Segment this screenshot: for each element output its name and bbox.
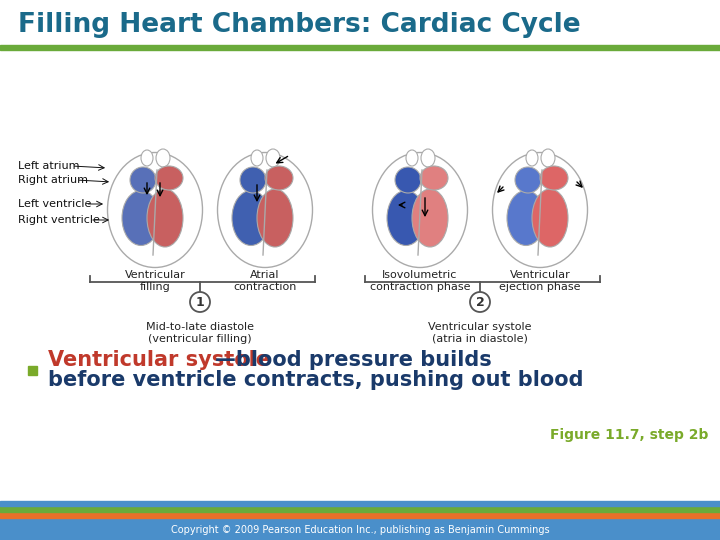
Bar (0, 501, 720, 506)
Ellipse shape (232, 191, 270, 246)
Text: Ventricular
filling: Ventricular filling (125, 270, 185, 292)
Ellipse shape (217, 152, 312, 267)
Text: Ventricular systole
(atria in diastole): Ventricular systole (atria in diastole) (428, 322, 532, 343)
Text: —blood pressure builds: —blood pressure builds (215, 350, 492, 370)
Ellipse shape (122, 191, 160, 246)
Ellipse shape (507, 191, 545, 246)
Ellipse shape (420, 166, 448, 190)
Text: Copyright © 2009 Pearson Education Inc., publishing as Benjamin Cummings: Copyright © 2009 Pearson Education Inc.,… (171, 525, 549, 535)
Bar (28, 366, 37, 375)
Ellipse shape (155, 166, 183, 190)
Ellipse shape (540, 166, 568, 190)
Bar (0, 0, 720, 45)
Circle shape (470, 292, 490, 312)
Text: 1: 1 (196, 295, 204, 308)
Text: Left ventricle: Left ventricle (18, 199, 91, 209)
Text: before ventricle contracts, pushing out blood: before ventricle contracts, pushing out … (48, 370, 583, 390)
Ellipse shape (541, 149, 555, 167)
Text: Left atrium: Left atrium (18, 161, 79, 171)
Text: Ventricular
ejection phase: Ventricular ejection phase (499, 270, 581, 292)
Ellipse shape (156, 149, 170, 167)
Bar (0, 518, 720, 540)
Ellipse shape (257, 189, 293, 247)
Text: 2: 2 (476, 295, 485, 308)
Ellipse shape (515, 167, 541, 193)
Ellipse shape (492, 152, 588, 267)
Ellipse shape (412, 189, 448, 247)
Text: Isovolumetric
contraction phase: Isovolumetric contraction phase (370, 270, 470, 292)
Ellipse shape (526, 150, 538, 166)
Ellipse shape (406, 150, 418, 166)
Ellipse shape (130, 167, 156, 193)
Text: Figure 11.7, step 2b: Figure 11.7, step 2b (549, 428, 708, 442)
Ellipse shape (395, 167, 421, 193)
Ellipse shape (421, 149, 435, 167)
Bar (0, 45, 720, 50)
Bar (0, 512, 720, 518)
Ellipse shape (240, 167, 266, 193)
Text: Right ventricle: Right ventricle (18, 215, 100, 225)
Ellipse shape (266, 149, 280, 167)
Ellipse shape (147, 189, 183, 247)
Text: Filling Heart Chambers: Cardiac Cycle: Filling Heart Chambers: Cardiac Cycle (18, 12, 580, 38)
Ellipse shape (107, 152, 202, 267)
Circle shape (190, 292, 210, 312)
Ellipse shape (372, 152, 467, 267)
Text: Atrial
contraction: Atrial contraction (233, 270, 297, 292)
Ellipse shape (265, 166, 293, 190)
Bar (0, 506, 720, 512)
Text: Ventricular systole: Ventricular systole (48, 350, 270, 370)
Ellipse shape (532, 189, 568, 247)
Text: Right atrium: Right atrium (18, 175, 88, 185)
Ellipse shape (251, 150, 263, 166)
Ellipse shape (387, 191, 425, 246)
Ellipse shape (141, 150, 153, 166)
Text: Mid-to-late diastole
(ventricular filling): Mid-to-late diastole (ventricular fillin… (146, 322, 254, 343)
